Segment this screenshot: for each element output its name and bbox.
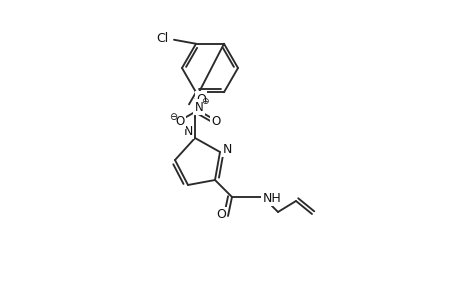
- Text: ⊖: ⊖: [168, 112, 177, 122]
- Text: O: O: [211, 115, 220, 128]
- Text: N: N: [183, 124, 192, 137]
- Text: Cl: Cl: [156, 32, 168, 45]
- Text: O: O: [216, 208, 225, 221]
- Text: O: O: [175, 115, 184, 128]
- Text: O: O: [196, 92, 206, 106]
- Text: N: N: [222, 142, 231, 155]
- Text: N: N: [194, 101, 203, 114]
- Text: NH: NH: [262, 191, 281, 205]
- Text: ⊕: ⊕: [201, 97, 208, 106]
